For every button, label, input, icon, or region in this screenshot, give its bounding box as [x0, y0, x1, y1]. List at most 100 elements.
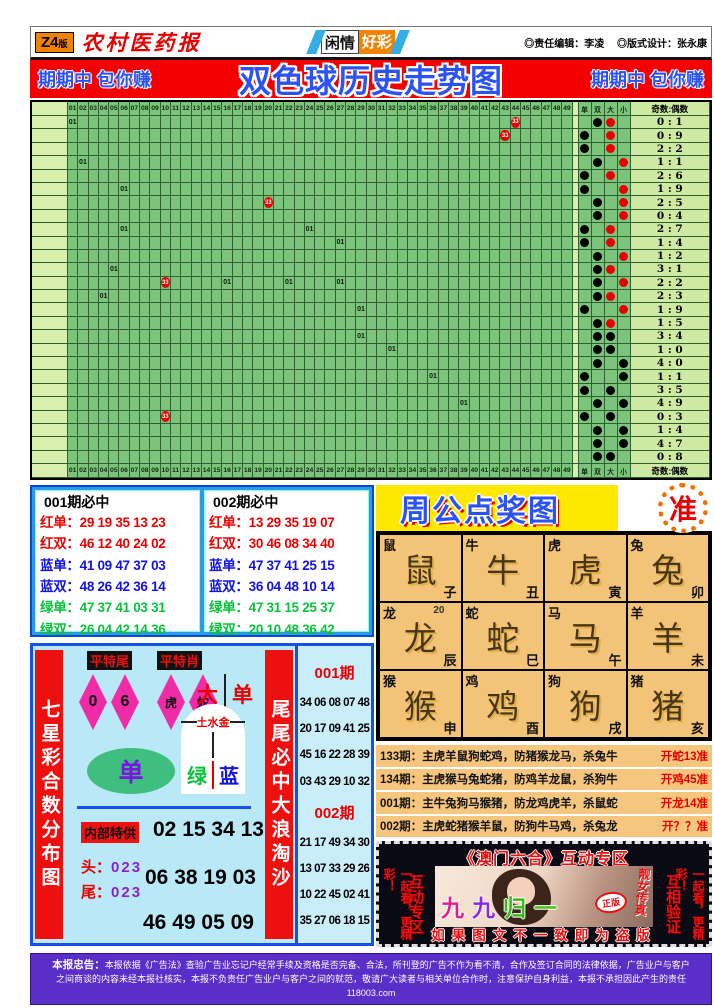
row-label-cell — [32, 236, 68, 250]
grid-cell — [201, 169, 213, 183]
grid-cell — [551, 263, 563, 277]
zodiac-cell: 鼠鼠子 — [380, 535, 461, 602]
size-dot — [606, 171, 616, 181]
grid-cell — [150, 423, 161, 438]
middle-numbers-column: 001期 34 06 08 07 48 20 17 09 41 25 45 16 22… — [295, 646, 371, 944]
grid-cell — [78, 196, 89, 210]
card-line: 红双：46 12 40 24 02 — [40, 533, 195, 554]
grid-cell — [418, 316, 429, 331]
grid-cell — [448, 236, 460, 250]
grid-cell — [562, 303, 573, 317]
grid-cell — [273, 370, 285, 384]
grid-cell — [315, 276, 326, 291]
grid-cell: 01 — [428, 370, 439, 384]
dot-cell — [617, 263, 631, 277]
gap-cell — [572, 209, 579, 224]
grid-cell — [253, 169, 264, 183]
grid-cell — [201, 263, 213, 277]
period-title: 002期 — [314, 804, 355, 822]
dot-cell — [578, 263, 592, 277]
right-column: 周公点奖图 准 鼠鼠子牛牛丑虎虎寅兔兔卯龙 20 龙辰蛇蛇巳马马午羊羊未猴猴申鸡鸡酉… — [376, 483, 712, 948]
card-line: 红双：30 46 08 34 40 — [209, 533, 364, 554]
grid-cell — [119, 249, 130, 264]
dot-cell — [591, 223, 605, 237]
page-title: 双色球历史走势图 — [238, 63, 503, 99]
grid-cell — [562, 116, 573, 130]
grid-cell — [129, 423, 141, 438]
grid-cell: 01 — [304, 223, 316, 237]
ratio-header: 奇数:偶数 — [630, 102, 710, 116]
grid-cell — [284, 303, 295, 317]
text-marker: 01 — [68, 118, 77, 126]
zodiac-cell: 羊羊未 — [627, 603, 708, 670]
grid-cell — [191, 263, 202, 277]
grid-cell — [160, 236, 171, 250]
grid-cell — [531, 249, 542, 264]
grid-cell — [170, 437, 182, 451]
overlay-char: 一 — [534, 895, 565, 923]
grid-cell — [335, 196, 347, 210]
grid-cell — [500, 249, 511, 264]
grid-cell — [284, 437, 295, 451]
grid-row: 33 01 01 01 2 : 2 — [32, 276, 710, 291]
text-marker: 01 — [79, 158, 87, 166]
grid-row: 33 2 : 5 — [32, 196, 710, 210]
line-numbers: 41 09 47 37 03 — [79, 557, 166, 573]
grid-cell — [418, 156, 429, 170]
grid-cell — [68, 343, 79, 358]
grid-cell — [212, 397, 223, 411]
grid-cell — [438, 437, 449, 451]
animal-name: 鼠 — [383, 539, 397, 555]
grid-cell — [170, 236, 182, 250]
animal-name: 猪 — [630, 675, 644, 691]
grid-cell — [531, 209, 542, 224]
grid-cell — [479, 182, 491, 197]
column-header: 25 — [315, 464, 326, 479]
grid-cell — [232, 116, 244, 130]
grid-cell: 01 — [119, 223, 130, 237]
grid-cell — [479, 209, 491, 224]
grid-cell — [407, 196, 419, 210]
grid-cell — [68, 196, 79, 210]
grid-cell — [541, 303, 552, 317]
grid-cell — [212, 330, 223, 344]
grid-cell — [181, 223, 192, 237]
grid-cell — [88, 397, 99, 411]
grid-cell — [562, 156, 573, 170]
gap-cell — [572, 290, 579, 304]
grid-cell — [366, 397, 377, 411]
grid-cell — [448, 383, 460, 398]
grid-cell — [407, 330, 419, 344]
grid-cell — [88, 410, 99, 424]
dot-cell — [617, 209, 631, 224]
grid-cell — [181, 182, 192, 197]
grid-cell — [140, 276, 151, 291]
grid-cell — [191, 142, 202, 157]
grid-cell — [150, 236, 161, 250]
grid-cell — [170, 129, 182, 143]
row-label-cell — [32, 370, 68, 384]
size-dot — [619, 211, 629, 221]
grid-cell — [448, 182, 460, 197]
grid-cell — [243, 316, 254, 331]
dot-cell — [591, 249, 605, 264]
column-header: 32 — [387, 102, 398, 116]
grid-cell — [469, 182, 480, 197]
grid-cell — [428, 209, 439, 224]
grid-cell — [78, 182, 89, 197]
grid-cell — [201, 316, 213, 331]
grid-cell — [541, 116, 552, 130]
zodiac-cell: 虎虎寅 — [545, 535, 626, 602]
grid-cell — [459, 330, 470, 344]
grid-cell — [222, 423, 233, 438]
card-line: 红单：13 29 35 19 07 — [209, 512, 364, 533]
line-label: 蓝双： — [209, 579, 249, 595]
grid-cell — [284, 116, 295, 130]
odd-even-dot — [593, 358, 603, 368]
grid-cell — [119, 303, 130, 317]
gap-cell — [572, 303, 579, 317]
grid-cell — [531, 343, 542, 358]
grid-cell — [140, 223, 151, 237]
grid-cell — [232, 410, 244, 424]
grid-cell — [160, 223, 171, 237]
